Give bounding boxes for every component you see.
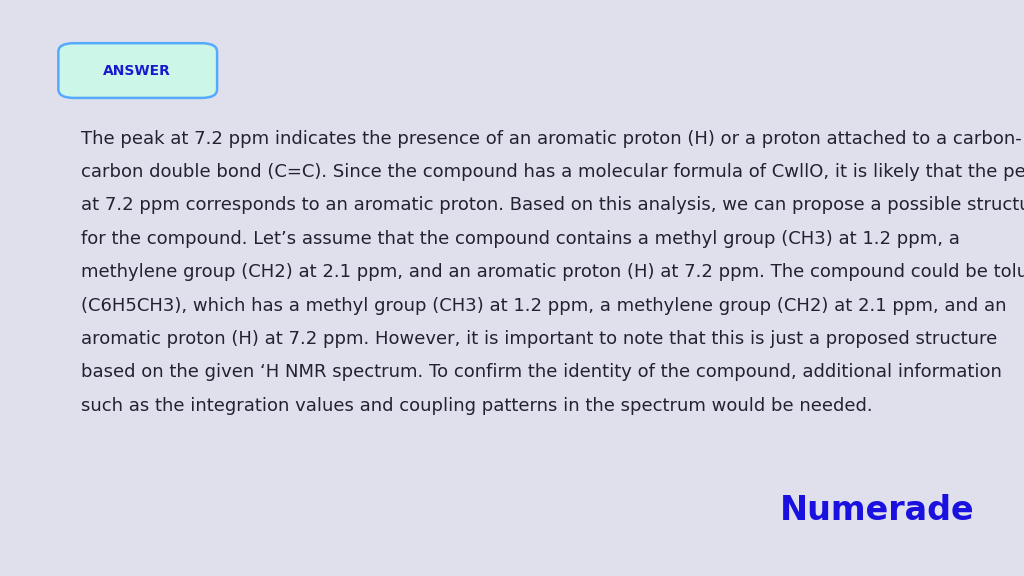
Text: at 7.2 ppm corresponds to an aromatic proton. Based on this analysis, we can pro: at 7.2 ppm corresponds to an aromatic pr… [81, 196, 1024, 214]
Text: Numerade: Numerade [780, 494, 975, 527]
Text: ANSWER: ANSWER [103, 64, 171, 78]
Text: methylene group (CH2) at 2.1 ppm, and an aromatic proton (H) at 7.2 ppm. The com: methylene group (CH2) at 2.1 ppm, and an… [81, 263, 1024, 281]
Text: such as the integration values and coupling patterns in the spectrum would be ne: such as the integration values and coupl… [81, 397, 872, 415]
Text: aromatic proton (H) at 7.2 ppm. However, it is important to note that this is ju: aromatic proton (H) at 7.2 ppm. However,… [81, 330, 997, 348]
Text: for the compound. Let’s assume that the compound contains a methyl group (CH3) a: for the compound. Let’s assume that the … [81, 230, 959, 248]
Text: (C6H5CH3), which has a methyl group (CH3) at 1.2 ppm, a methylene group (CH2) at: (C6H5CH3), which has a methyl group (CH3… [81, 297, 1007, 314]
Text: based on the given ‘H NMR spectrum. To confirm the identity of the compound, add: based on the given ‘H NMR spectrum. To c… [81, 363, 1001, 381]
Text: The peak at 7.2 ppm indicates the presence of an aromatic proton (H) or a proton: The peak at 7.2 ppm indicates the presen… [81, 130, 1022, 147]
Text: carbon double bond (C=C). Since the compound has a molecular formula of CwllO, i: carbon double bond (C=C). Since the comp… [81, 163, 1024, 181]
